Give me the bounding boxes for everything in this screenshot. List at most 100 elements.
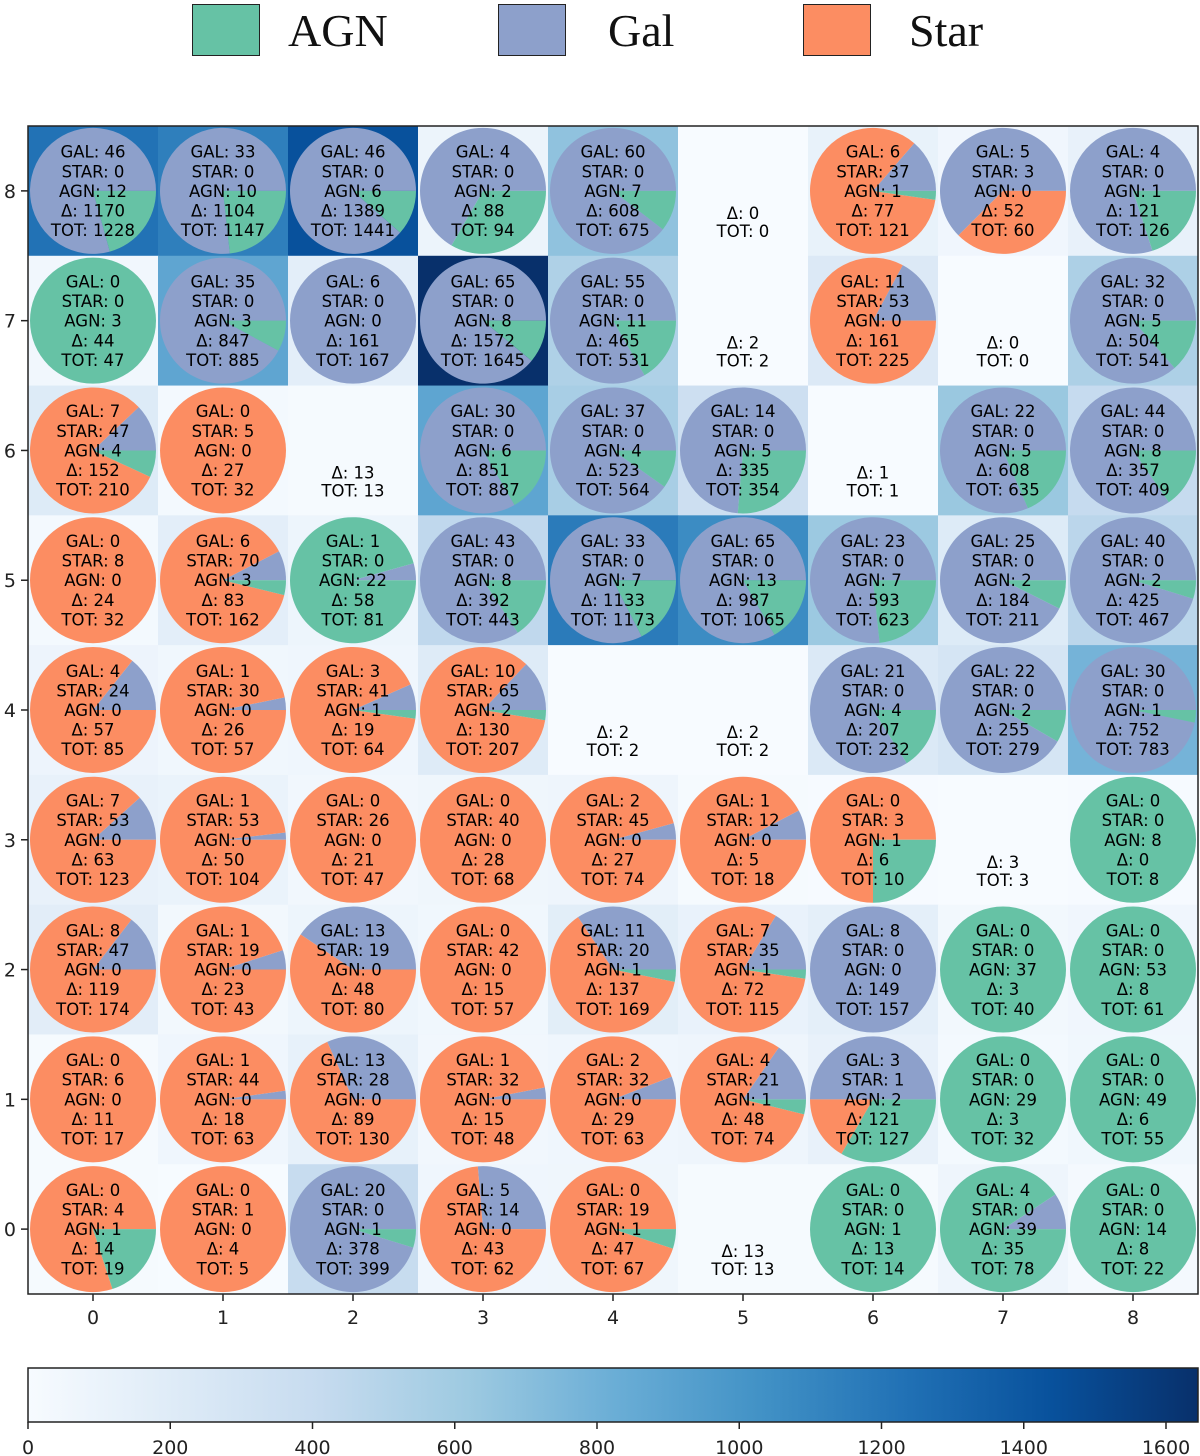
pie-slice-gal xyxy=(1070,257,1196,384)
cell-label-delta: Δ: 27 xyxy=(591,850,634,869)
cell-label-total: TOT: 123 xyxy=(55,870,130,889)
pie-slice-gal xyxy=(1070,646,1196,773)
cell-label-gal: GAL: 1 xyxy=(196,921,251,940)
cell-label-delta: Δ: 6 xyxy=(857,850,890,869)
pie-chart xyxy=(30,257,156,384)
pie-slice-star xyxy=(810,257,936,384)
cell-label-star: STAR: 40 xyxy=(446,811,519,830)
pie-chart xyxy=(810,127,936,254)
pie-chart xyxy=(810,257,936,384)
pie-slice-gal xyxy=(810,1036,936,1100)
cell-label-star: STAR: 53 xyxy=(836,292,909,311)
pie-chart xyxy=(810,1166,936,1293)
pie-slice-gal xyxy=(940,647,1066,774)
cell-label-gal: GAL: 55 xyxy=(580,272,645,291)
cell-label-delta: Δ: 44 xyxy=(71,331,114,350)
cell-label-delta: Δ: 24 xyxy=(71,591,114,610)
cell-label-star: STAR: 0 xyxy=(322,552,385,571)
pie-slice-agn xyxy=(940,1036,1066,1163)
cell-label-delta: Δ: 0 xyxy=(1117,850,1150,869)
cell-label-star: STAR: 19 xyxy=(186,941,259,960)
pie-chart xyxy=(420,776,546,903)
cell-label-star: STAR: 28 xyxy=(316,1071,389,1090)
cell-label-star: STAR: 53 xyxy=(56,811,129,830)
cell-label-star: STAR: 0 xyxy=(1102,1201,1165,1220)
cell-label-agn: AGN: 7 xyxy=(844,571,901,590)
pie-chart xyxy=(1070,517,1196,644)
pie-chart xyxy=(810,517,936,644)
cell-label-agn: AGN: 4 xyxy=(844,701,901,720)
cell-label-gal: GAL: 10 xyxy=(450,662,515,681)
pie-chart xyxy=(680,387,807,514)
cell-label-delta: Δ: 1133 xyxy=(581,591,645,610)
cell-label-gal: GAL: 5 xyxy=(456,1181,511,1200)
cell-label-total: TOT: 1645 xyxy=(440,351,525,370)
cell-label-agn: AGN: 6 xyxy=(324,182,381,201)
y-tick-label: 8 xyxy=(4,181,16,203)
cell-label-star: STAR: 26 xyxy=(316,811,389,830)
cell-label-delta: Δ: 5 xyxy=(727,850,760,869)
cell-label-agn: AGN: 0 xyxy=(194,1220,251,1239)
cell-label-gal: GAL: 0 xyxy=(1106,1051,1161,1070)
cell-label-delta: Δ: 72 xyxy=(721,980,764,999)
cell-label-gal: GAL: 5 xyxy=(976,143,1031,162)
cell-label-gal: GAL: 46 xyxy=(320,143,385,162)
cell-label-star: STAR: 70 xyxy=(186,552,259,571)
cell-label-star: STAR: 0 xyxy=(582,162,645,181)
pie-slice-agn xyxy=(1003,450,1066,509)
cell-label-star: STAR: 14 xyxy=(446,1201,519,1220)
pie-slice-gal xyxy=(1003,1194,1066,1230)
pie-slice-star xyxy=(680,1036,805,1163)
pie-slice-gal xyxy=(29,127,156,254)
cell-label-agn: AGN: 13 xyxy=(709,571,777,590)
cell-label-gal: GAL: 1 xyxy=(456,1051,511,1070)
pie-chart xyxy=(940,647,1066,774)
cell-label-delta: Δ: 6 xyxy=(1117,1110,1150,1129)
pie-chart xyxy=(290,647,416,774)
cell-label-gal: GAL: 0 xyxy=(976,921,1031,940)
cell-label-total: TOT: 126 xyxy=(1095,221,1170,240)
cell-label-total: TOT: 63 xyxy=(580,1130,644,1149)
cell-label-delta: Δ: 3 xyxy=(987,1110,1020,1129)
colorbar-tick-label: 400 xyxy=(294,1437,330,1456)
cell-label-total: TOT: 5 xyxy=(196,1259,250,1278)
pie-chart xyxy=(550,1036,676,1163)
pie-slice-agn xyxy=(841,1099,937,1163)
pie-chart xyxy=(30,776,156,903)
cell-label-agn: AGN: 2 xyxy=(844,1090,901,1109)
cell-label-total: TOT: 174 xyxy=(55,1000,130,1019)
cell-label-star: STAR: 41 xyxy=(316,681,389,700)
cell-label-gal: GAL: 0 xyxy=(1106,1181,1161,1200)
cell-label-total: TOT: 80 xyxy=(320,1000,384,1019)
pie-chart xyxy=(550,1166,676,1293)
cell-label-gal: GAL: 6 xyxy=(846,143,901,162)
cell-label-star: STAR: 0 xyxy=(452,162,515,181)
cell-label-agn: AGN: 0 xyxy=(64,961,121,980)
cell-label-star: STAR: 0 xyxy=(192,162,255,181)
pie-slice-gal xyxy=(743,1047,806,1100)
cell-label-star: STAR: 65 xyxy=(446,681,519,700)
cell-label-gal: GAL: 32 xyxy=(1100,272,1165,291)
cell-label-agn: AGN: 5 xyxy=(974,441,1031,460)
cell-label-total: TOT: 32 xyxy=(60,610,124,629)
pie-chart xyxy=(420,906,546,1033)
pie-slice-gal xyxy=(223,1090,286,1100)
cell-label-total: TOT: 2 xyxy=(586,741,640,760)
pie-chart xyxy=(940,1166,1066,1293)
cell-label-total: TOT: 68 xyxy=(450,870,514,889)
pie-slice-agn xyxy=(483,450,546,506)
pie-chart xyxy=(420,1166,546,1293)
cell-label-delta: Δ: 47 xyxy=(591,1240,634,1259)
cell-label-gal: GAL: 7 xyxy=(66,402,121,421)
cell-label-delta: Δ: 63 xyxy=(71,850,114,869)
axes: 0 1 2 3 4 5 6 7 8 0 1 2 3 4 5 6 7 8 xyxy=(4,181,1139,1329)
cell-label-delta: Δ: 1 xyxy=(857,463,890,482)
cell-label-total: TOT: 130 xyxy=(315,1130,390,1149)
cell-label-gal: GAL: 0 xyxy=(1106,792,1161,811)
cell-label-total: TOT: 207 xyxy=(445,740,520,759)
cell-label-star: STAR: 0 xyxy=(972,941,1035,960)
cell-label-star: STAR: 30 xyxy=(186,681,259,700)
cell-label-delta: Δ: 752 xyxy=(1106,721,1160,740)
pie-slice-star xyxy=(550,1036,676,1163)
cell-label-agn: AGN: 1 xyxy=(324,701,381,720)
